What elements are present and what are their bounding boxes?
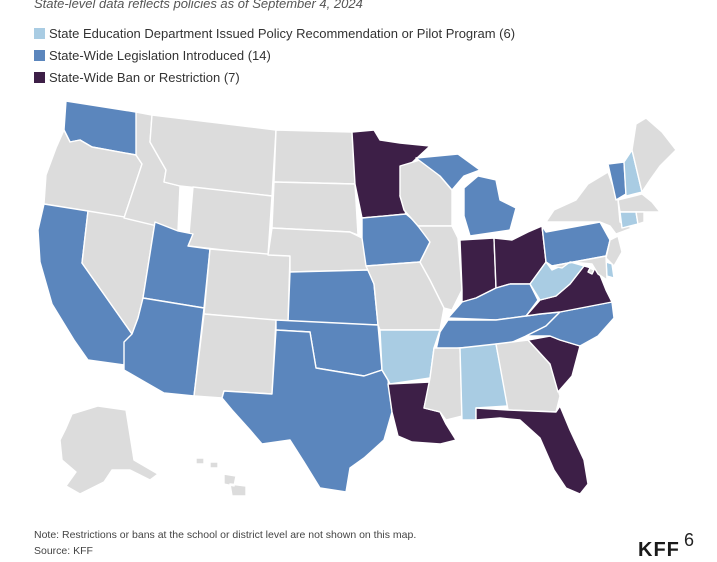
state-wv[interactable] <box>529 261 585 301</box>
legend-item-recommendation: State Education Department Issued Policy… <box>34 22 515 44</box>
state-hi[interactable] <box>195 457 247 497</box>
state-ks[interactable] <box>287 269 379 326</box>
state-co[interactable] <box>203 248 291 323</box>
state-ny[interactable] <box>545 171 633 235</box>
legend-item-legislation: State-Wide Legislation Introduced (14) <box>34 44 515 66</box>
state-dc[interactable] <box>587 267 595 275</box>
state-fl[interactable] <box>475 405 589 495</box>
state-tx[interactable] <box>221 329 393 493</box>
map-source: Source: KFF <box>34 545 93 557</box>
legend-label-ban: State-Wide Ban or Restriction (7) <box>49 69 240 85</box>
state-nm[interactable] <box>193 313 277 399</box>
map-subtitle: State-level data reflects policies as of… <box>34 0 363 11</box>
state-md[interactable] <box>551 255 608 281</box>
state-ak[interactable] <box>59 405 159 495</box>
state-mi[interactable] <box>415 153 517 237</box>
map-legend: State Education Department Issued Policy… <box>34 22 515 88</box>
state-me[interactable] <box>631 117 677 193</box>
legend-label-legislation: State-Wide Legislation Introduced (14) <box>49 47 271 63</box>
state-ct[interactable] <box>619 211 639 229</box>
page-number: 6 <box>684 530 695 550</box>
state-ar[interactable] <box>379 329 441 385</box>
state-nd[interactable] <box>273 129 356 185</box>
legend-item-ban: State-Wide Ban or Restriction (7) <box>34 66 515 88</box>
state-nj[interactable] <box>605 235 623 267</box>
legend-swatch-legislation <box>34 49 45 61</box>
state-il[interactable] <box>417 225 463 311</box>
state-nc[interactable] <box>525 301 615 347</box>
legend-swatch-ban <box>34 71 45 83</box>
state-wy[interactable] <box>187 186 273 256</box>
state-sd[interactable] <box>271 181 359 236</box>
state-ma[interactable] <box>617 193 661 213</box>
state-ri[interactable] <box>635 211 645 225</box>
state-mt[interactable] <box>149 114 277 197</box>
legend-label-recommendation: State Education Department Issued Policy… <box>49 25 516 41</box>
map-note: Note: Restrictions or bans at the school… <box>34 529 417 541</box>
legend-swatch-recommendation <box>34 27 45 39</box>
